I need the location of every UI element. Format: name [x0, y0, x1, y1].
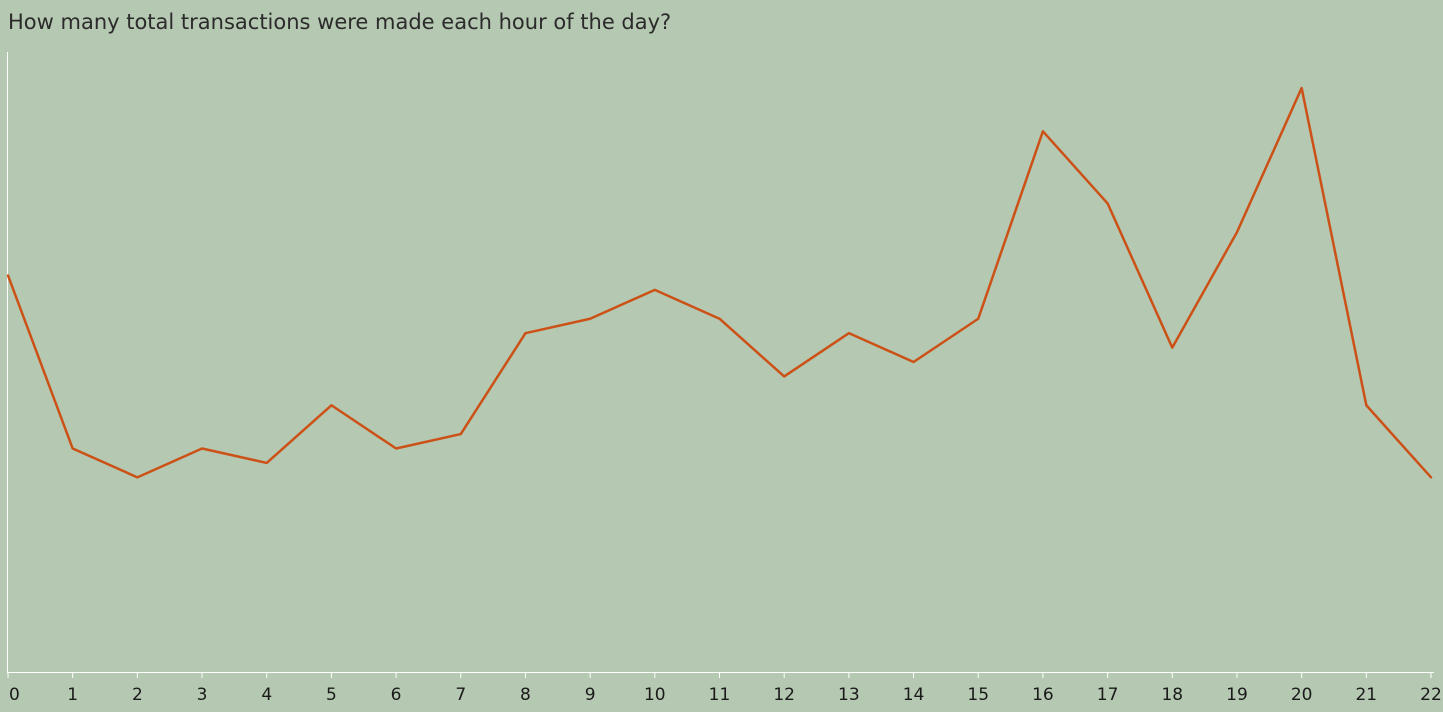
x-tick-label: 18	[1161, 685, 1183, 705]
x-tick-label: 9	[585, 685, 596, 705]
x-tick-label: 8	[520, 685, 531, 705]
x-tick-label: 12	[773, 685, 795, 705]
x-tick-label: 13	[838, 685, 860, 705]
x-tick-label: 5	[326, 685, 337, 705]
chart-title: How many total transactions were made ea…	[8, 10, 672, 34]
x-tick-label: 0	[9, 685, 20, 705]
x-tick-label: 14	[903, 685, 925, 705]
series-line	[6, 86, 1433, 479]
x-tick-label: 11	[709, 685, 731, 705]
x-tick-label: 15	[967, 685, 989, 705]
x-tick-label: 1	[67, 685, 78, 705]
x-tick-label: 22	[1420, 685, 1442, 705]
x-tick-label: 10	[644, 685, 666, 705]
x-tick-label: 16	[1032, 685, 1054, 705]
x-tick-label: 4	[261, 685, 272, 705]
x-tick-label: 6	[391, 685, 402, 705]
x-tick-label: 20	[1291, 685, 1313, 705]
x-tick-label: 21	[1355, 685, 1377, 705]
x-tick-label: 7	[455, 685, 466, 705]
x-tick-label: 19	[1226, 685, 1248, 705]
x-tick-label: 3	[197, 685, 208, 705]
x-tick-label: 17	[1097, 685, 1119, 705]
x-tick-label: 2	[132, 685, 143, 705]
